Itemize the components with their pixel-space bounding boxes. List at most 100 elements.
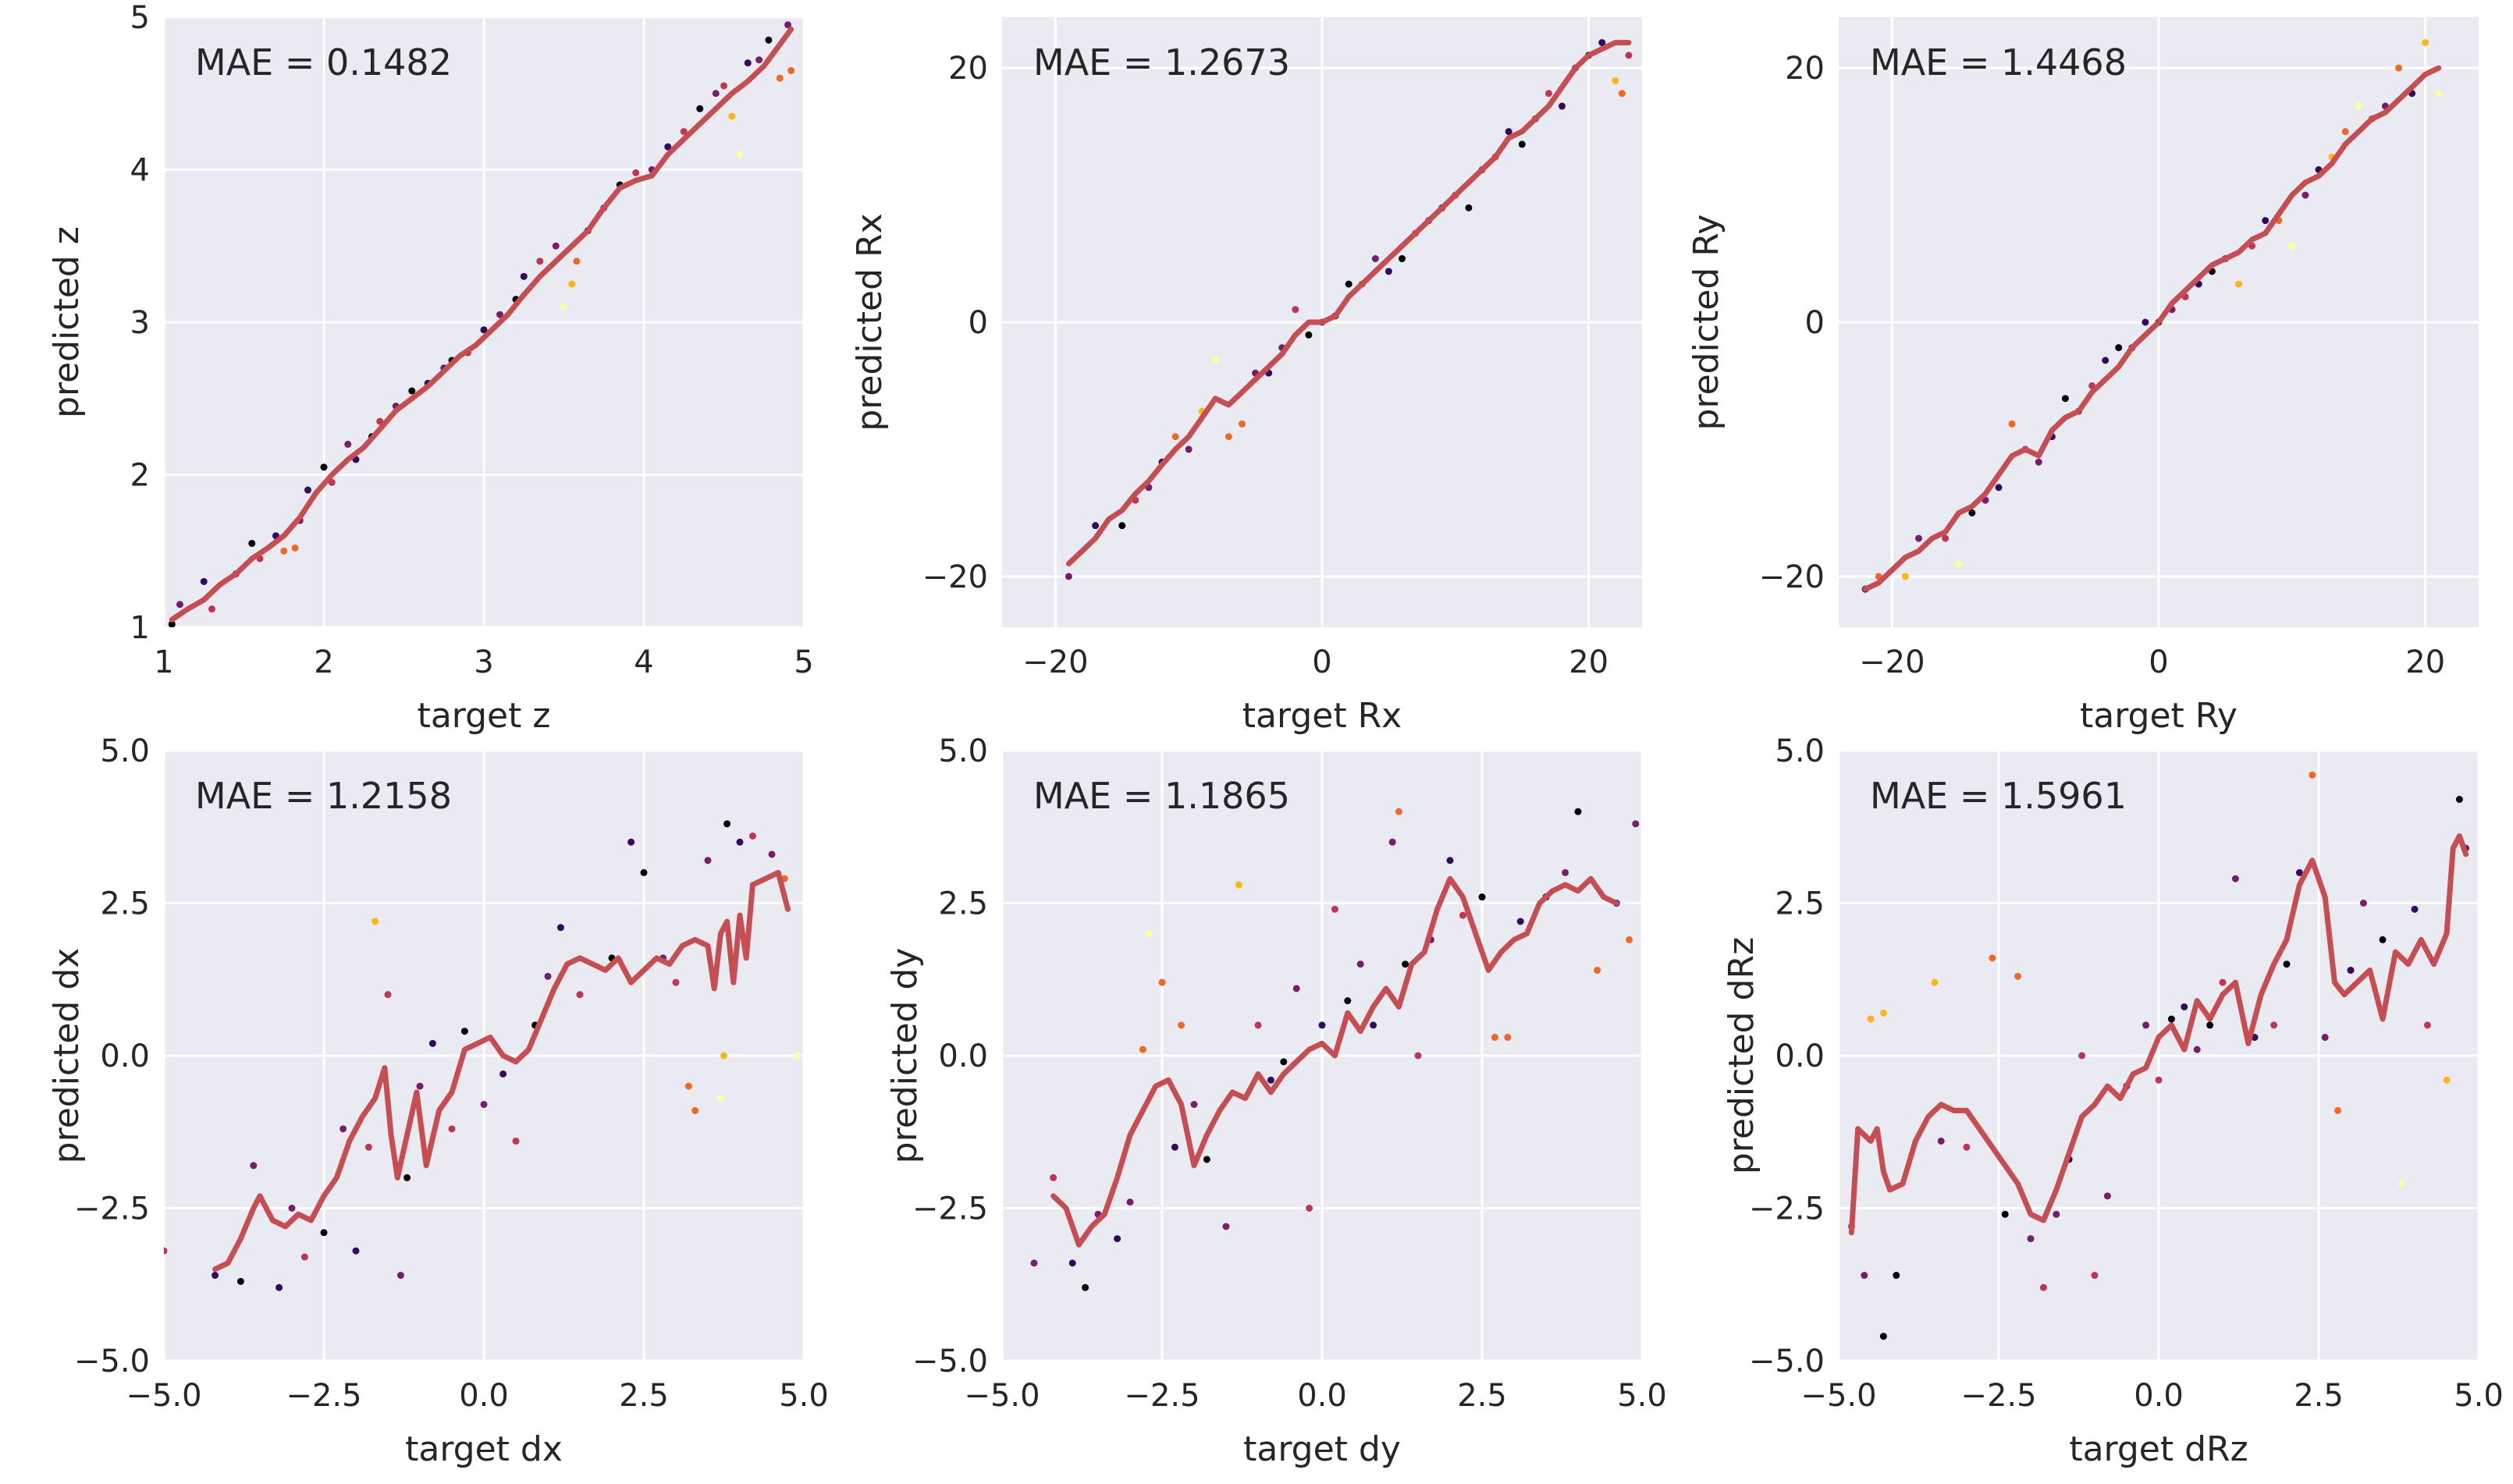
scatter-point [208,605,215,612]
scatter-point [449,1125,456,1132]
scatter-point [2288,243,2295,250]
x-tick-label: 2.5 [1457,1378,1507,1414]
scatter-point [755,56,762,63]
scatter-point [1370,1021,1377,1028]
scatter-point [1559,103,1566,110]
x-tick-label: 5 [794,644,813,680]
scatter-point [397,1272,404,1279]
y-tick-label: 2.5 [938,886,988,922]
scatter-point [1092,522,1099,529]
scatter-point [2181,1003,2188,1010]
x-tick-label: −5.0 [964,1378,1040,1414]
scatter-point [2360,900,2367,907]
scatter-point [1575,808,1582,815]
scatter-point [1619,90,1626,97]
y-tick-label: 0.0 [938,1038,988,1074]
mae-annotation: MAE = 1.5961 [1870,775,2127,817]
scatter-point [1893,1272,1900,1279]
scatter-point [339,1125,347,1132]
scatter-point [1345,281,1352,288]
scatter-point [1479,893,1486,900]
scatter-point [1465,204,1472,211]
scatter-point [1267,1077,1274,1084]
scatter-point [1185,446,1193,453]
y-tick-label: 0.0 [1775,1038,1825,1074]
scatter-point [545,973,552,980]
scatter-point [2422,39,2429,46]
scatter-point [1118,522,1125,529]
x-axis-label: target dy [1243,1429,1401,1469]
y-tick-label: 3 [130,305,150,341]
scatter-point [1459,912,1466,919]
scatter-point [1861,1272,1868,1279]
scatter-point [1069,1259,1076,1266]
scatter-point [292,545,299,552]
scatter-point [499,1070,507,1077]
scatter-point [371,918,379,925]
scatter-point [1880,1333,1887,1340]
scatter-point [1372,255,1379,262]
scatter-point [696,105,703,112]
scatter-point [301,1254,308,1261]
scatter-point [1159,979,1166,986]
y-tick-label: 5.0 [938,733,988,769]
scatter-point [1938,1138,1945,1145]
y-tick-label: −5.0 [74,1344,150,1379]
y-tick-label: 2 [130,458,150,494]
x-tick-label: 4 [634,644,653,680]
scatter-point [1447,857,1454,864]
scatter-point [737,151,744,158]
mae-annotation: MAE = 1.4468 [1870,41,2127,83]
mae-annotation: MAE = 0.1482 [195,41,452,83]
scatter-point [248,540,255,547]
y-tick-label: −20 [1759,559,1825,595]
x-tick-label: 2.5 [619,1378,669,1414]
scatter-point [794,1053,801,1060]
y-tick-label: −20 [922,559,988,595]
y-tick-label: −2.5 [1749,1191,1825,1227]
scatter-point [344,441,351,448]
scatter-point [717,1095,724,1102]
scatter-point [765,37,772,44]
y-tick-label: 1 [130,610,150,646]
y-axis-label: predicted z [47,226,87,418]
x-tick-label: 2 [314,644,333,680]
scatter-point [745,59,752,66]
scatter-point [201,578,208,585]
y-axis-label: predicted dRz [1722,937,1761,1174]
x-tick-label: 3 [474,644,493,680]
y-axis-label: predicted dy [885,948,925,1164]
mae-annotation: MAE = 1.2158 [195,775,452,817]
scatter-point [2104,1192,2111,1199]
x-tick-label: −2.5 [286,1378,361,1414]
scatter-point [1212,357,1219,364]
y-tick-label: 0 [1805,305,1825,341]
scatter-point [2435,90,2442,97]
x-tick-label: 20 [1569,644,1608,680]
x-tick-label: 0.0 [2134,1378,2184,1414]
scatter-point [2262,217,2269,224]
scatter-point [2444,1077,2451,1084]
y-tick-label: −5.0 [1749,1344,1825,1379]
scatter-point [2235,281,2242,288]
scatter-point [2412,906,2419,913]
scatter-point [2009,421,2016,428]
scatter-point [2028,1235,2035,1242]
y-axis-label: predicted Rx [850,213,890,431]
scatter-point [521,273,528,280]
scatter-point [1612,77,1619,84]
scatter-point [2309,772,2316,779]
x-tick-label: 20 [2405,644,2445,680]
y-tick-label: 5.0 [100,733,150,769]
scatter-point [1172,433,1179,440]
scatter-point [2092,1272,2099,1279]
scatter-point [481,1101,488,1108]
scatter-point [1519,140,1526,147]
scatter-point [1955,560,1962,567]
x-tick-label: −5.0 [1800,1378,1876,1414]
scatter-point [1171,1144,1178,1151]
scatter-point [632,169,639,176]
scatter-point [1632,820,1639,827]
scatter-point [2270,1021,2277,1028]
scatter-point [2380,936,2387,943]
